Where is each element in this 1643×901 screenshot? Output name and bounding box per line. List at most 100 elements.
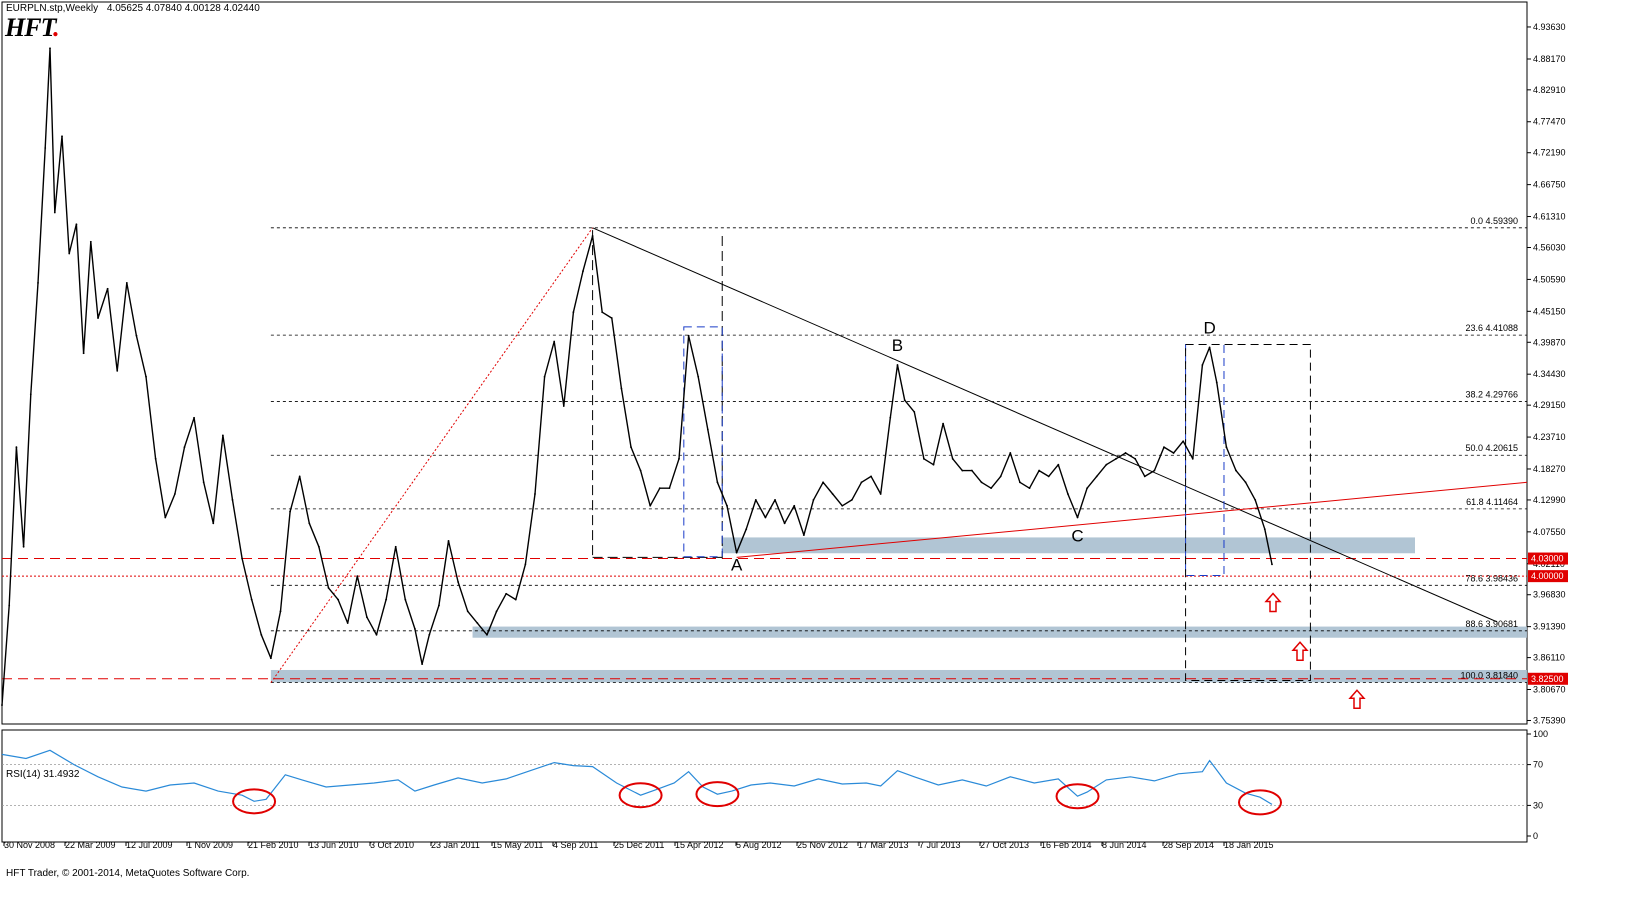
price-point — [428, 633, 431, 636]
price-axis-label: 3.96830 — [1533, 590, 1566, 600]
price-point — [591, 235, 594, 237]
price-point — [231, 498, 234, 501]
price-point — [841, 504, 844, 507]
price-point — [553, 340, 556, 343]
rsi-axis-label: 0 — [1533, 831, 1538, 841]
price-point — [706, 428, 709, 431]
price-axis-label: 4.66750 — [1533, 180, 1566, 190]
price-point — [687, 334, 690, 337]
price-point — [971, 469, 973, 472]
price-point — [202, 481, 205, 484]
price-point — [366, 616, 368, 619]
price-point — [1182, 440, 1185, 443]
fib-anchor-trendline — [270, 227, 593, 683]
price-point — [438, 604, 440, 607]
price-point — [1038, 469, 1041, 472]
price-axis-label: 3.86110 — [1533, 653, 1565, 663]
rsi-axis-label: 30 — [1533, 800, 1543, 810]
price-axis-label: 4.82910 — [1533, 85, 1566, 95]
price-point — [582, 270, 584, 273]
price-point — [961, 469, 964, 472]
price-point — [990, 487, 993, 490]
price-point — [1009, 452, 1012, 454]
price-point — [1191, 457, 1194, 460]
chart-header: EURPLN.stp,Weekly 4.05625 4.07840 4.0012… — [6, 3, 266, 14]
time-axis-label: 15 Apr 2012 — [675, 840, 724, 850]
price-point — [97, 317, 99, 319]
fib-level-label: 38.2 4.29766 — [1465, 390, 1518, 400]
time-axis-label: 27 Oct 2013 — [980, 840, 1029, 850]
price-point — [783, 522, 786, 525]
rsi-oversold-circle — [232, 788, 277, 815]
price-point — [903, 399, 906, 402]
price-point — [896, 364, 899, 366]
time-axis-label: 28 Sep 2014 — [1163, 840, 1214, 850]
fib-level-label: 100.0 3.81840 — [1460, 671, 1518, 681]
ohlc-values: 4.05625 4.07840 4.00128 4.02440 — [106, 3, 260, 14]
price-point — [860, 481, 863, 484]
rsi-oversold-circle — [1237, 789, 1282, 816]
price-point — [716, 481, 719, 484]
price-axis-label: 4.18270 — [1533, 464, 1566, 474]
price-point — [745, 528, 748, 531]
price-point — [1263, 528, 1266, 531]
price-point — [53, 211, 56, 214]
price-point — [495, 610, 498, 613]
price-point — [1095, 475, 1098, 478]
pattern-point-label: B — [892, 336, 903, 355]
price-level-badge — [1528, 672, 1568, 685]
time-axis-label: 5 Aug 2012 — [736, 840, 782, 850]
price-point — [37, 281, 39, 284]
price-point — [1028, 487, 1031, 490]
price-axis-label: 4.72190 — [1533, 148, 1566, 158]
price-axis-label: 4.07550 — [1533, 527, 1566, 537]
price-point — [308, 522, 311, 525]
price-point — [932, 463, 935, 466]
price-axis-label: 3.80670 — [1533, 685, 1566, 695]
time-axis-label: 18 Jan 2015 — [1224, 840, 1274, 850]
price-point — [1057, 463, 1060, 466]
price-axis-label: 4.23710 — [1533, 432, 1566, 442]
price-axis-label: 4.61310 — [1533, 212, 1566, 222]
price-point — [678, 457, 680, 460]
price-level-badge — [1528, 570, 1568, 583]
price-point — [1208, 346, 1211, 349]
price-point — [135, 334, 138, 337]
rsi-oversold-circle — [1055, 783, 1100, 810]
price-point — [269, 657, 272, 660]
price-point — [29, 393, 32, 396]
time-axis-label: 4 Sep 2011 — [553, 840, 598, 850]
price-point — [221, 434, 224, 437]
price-axis-label: 3.75390 — [1533, 715, 1566, 725]
price-point — [1244, 481, 1247, 484]
price-point — [1153, 469, 1156, 472]
price-point — [68, 252, 71, 255]
price-point — [1225, 446, 1228, 448]
price-point — [942, 422, 944, 425]
price-point — [822, 481, 824, 484]
price-axis-label: 4.45150 — [1533, 306, 1566, 316]
price-point — [1254, 498, 1257, 501]
price-point — [241, 557, 243, 560]
price-point — [173, 493, 176, 495]
price-point — [1201, 364, 1204, 366]
price-point — [279, 610, 282, 613]
price-point — [774, 498, 776, 501]
time-axis-label: 17 Mar 2013 — [858, 840, 909, 850]
price-axis-label: 4.34430 — [1533, 369, 1566, 379]
time-axis-label: 8 Jun 2014 — [1102, 840, 1147, 850]
support-zone-upper — [722, 537, 1415, 554]
price-point — [49, 47, 51, 50]
price-point — [1086, 487, 1089, 490]
copyright-text: HFT Trader, © 2001-2014, MetaQuotes Soft… — [6, 868, 250, 879]
rsi-label: RSI(14) 31.4932 — [6, 769, 80, 780]
price-point — [697, 375, 700, 378]
price-point — [1235, 469, 1237, 472]
price-level-badge-label: 3.82500 — [1531, 674, 1564, 684]
price-point — [260, 633, 263, 636]
fib-level-label: 88.6 3.90681 — [1465, 619, 1518, 629]
price-point — [980, 481, 983, 484]
price-point — [1163, 446, 1165, 448]
